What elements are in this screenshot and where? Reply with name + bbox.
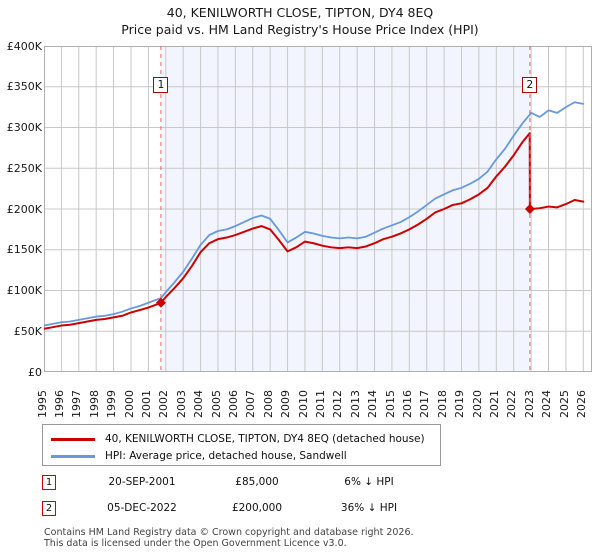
x-axis-tick-label: 2026 [575,390,588,418]
sale-point-marker[interactable] [155,297,166,308]
x-axis-tick-label: 2020 [470,390,484,418]
transaction-price: £200,000 [231,502,283,514]
x-axis-tick-label: 2019 [453,390,467,418]
x-axis-tick-label: 2006 [227,390,241,418]
sale-point-marker[interactable] [524,204,535,214]
footer-line-1: Contains HM Land Registry data © Crown c… [44,527,414,538]
footer-line-2: This data is licensed under the Open Gov… [44,538,347,549]
x-axis-tick-label: 2012 [331,390,345,418]
x-axis-tick-label: 2008 [261,390,275,418]
x-axis-tick-label: 2022 [505,390,519,418]
legend: 40, KENILWORTH CLOSE, TIPTON, DY4 8EQ (d… [42,424,441,466]
x-axis-tick-label: 1997 [70,390,84,418]
x-axis-tick-label: 2002 [157,390,171,418]
transaction-hpi-delta: 6% ↓ HPI [344,476,394,488]
x-axis-tick-label: 2001 [140,390,154,418]
plot-area [44,46,592,372]
y-axis-tick-label: £150K [6,243,42,257]
title-line-2: Price paid vs. HM Land Registry's House … [121,22,479,37]
x-axis-tick-label: 2000 [122,390,136,418]
price-hpi-line-chart [44,46,592,372]
x-axis-tick-label: 2025 [557,390,571,418]
y-axis-tick-label: £0 [28,365,42,379]
chart-sale-marker-2[interactable]: 2 [522,77,538,93]
y-axis-tick-label: £50K [13,324,42,338]
table-row[interactable]: 1 20-SEP-2001 £85,000 6% ↓ HPI [42,473,442,499]
x-axis-tick-label: 2014 [366,390,380,418]
transaction-date: 05-DEC-2022 [107,502,177,514]
transaction-date: 20-SEP-2001 [108,476,176,488]
title-line-1: 40, KENILWORTH CLOSE, TIPTON, DY4 8EQ [166,5,434,20]
x-axis-tick-label: 2015 [383,390,397,418]
legend-color-swatch [51,438,95,441]
x-axis-tick-label: 1996 [53,390,67,418]
x-axis-tick-label: 2021 [488,390,502,418]
x-axis-tick-label: 2009 [279,390,293,418]
legend-item: 40, KENILWORTH CLOSE, TIPTON, DY4 8EQ (d… [43,429,440,450]
x-axis-labels: 1995 1996 1997 1998 1999 2000 2001 2002 2003 2004… [36,374,592,418]
transaction-price: £85,000 [235,476,279,488]
y-axis-tick-label: £300K [6,121,42,134]
x-axis-tick-label: 1995 [35,390,49,418]
x-axis-tick-label: 2017 [418,390,432,418]
chart-sale-marker-1[interactable]: 1 [153,77,169,93]
x-axis-tick-label: 2003 [174,390,188,418]
transaction-badge: 2 [42,501,56,516]
x-axis-tick-label: 2024 [540,390,554,418]
x-axis-tick-label: 2005 [209,390,223,418]
series-line-price-paid [44,132,585,330]
transaction-hpi-delta: 36% ↓ HPI [340,502,398,514]
legend-label: 40, KENILWORTH CLOSE, TIPTON, DY4 8EQ (d… [105,433,425,445]
transactions-table: 1 20-SEP-2001 £85,000 6% ↓ HPI 2 05-DEC-2022 £… [42,473,442,525]
x-axis-tick-label: 2016 [401,390,415,418]
x-axis-tick-label: 1998 [87,390,101,418]
series-line-hpi [44,101,585,327]
y-axis-tick-label: £200K [6,202,42,216]
x-axis-tick-label: 2004 [192,390,206,418]
x-axis-tick-label: 2011 [314,390,328,418]
x-axis-tick-label: 2023 [522,390,536,418]
x-axis-tick-label: 2018 [435,390,449,418]
page-title: 40, KENILWORTH CLOSE, TIPTON, DY4 8EQ Pr… [0,4,600,38]
plot-frame [44,46,592,372]
transaction-badge: 1 [42,475,56,490]
legend-label: HPI: Average price, detached house, Sand… [105,450,347,462]
legend-item: HPI: Average price, detached house, Sand… [43,446,440,467]
y-axis-labels: £0 £50K £100K £150K £200K £250K £300K £350K £400… [0,41,42,378]
x-axis-tick-label: 1999 [105,390,119,418]
y-axis-tick-label: £100K [6,284,42,297]
x-axis-tick-label: 2010 [296,390,310,418]
x-axis-tick-label: 2013 [348,390,362,418]
y-axis-tick-label: £400K [6,39,42,53]
legend-color-swatch [51,455,95,458]
x-axis-tick-label: 2007 [244,390,258,418]
y-axis-tick-label: £350K [6,80,42,94]
table-row[interactable]: 2 05-DEC-2022 £200,000 36% ↓ HPI [42,499,442,525]
footer-attribution: Contains HM Land Registry data © Crown c… [44,527,564,549]
y-axis-tick-label: £250K [6,161,42,175]
